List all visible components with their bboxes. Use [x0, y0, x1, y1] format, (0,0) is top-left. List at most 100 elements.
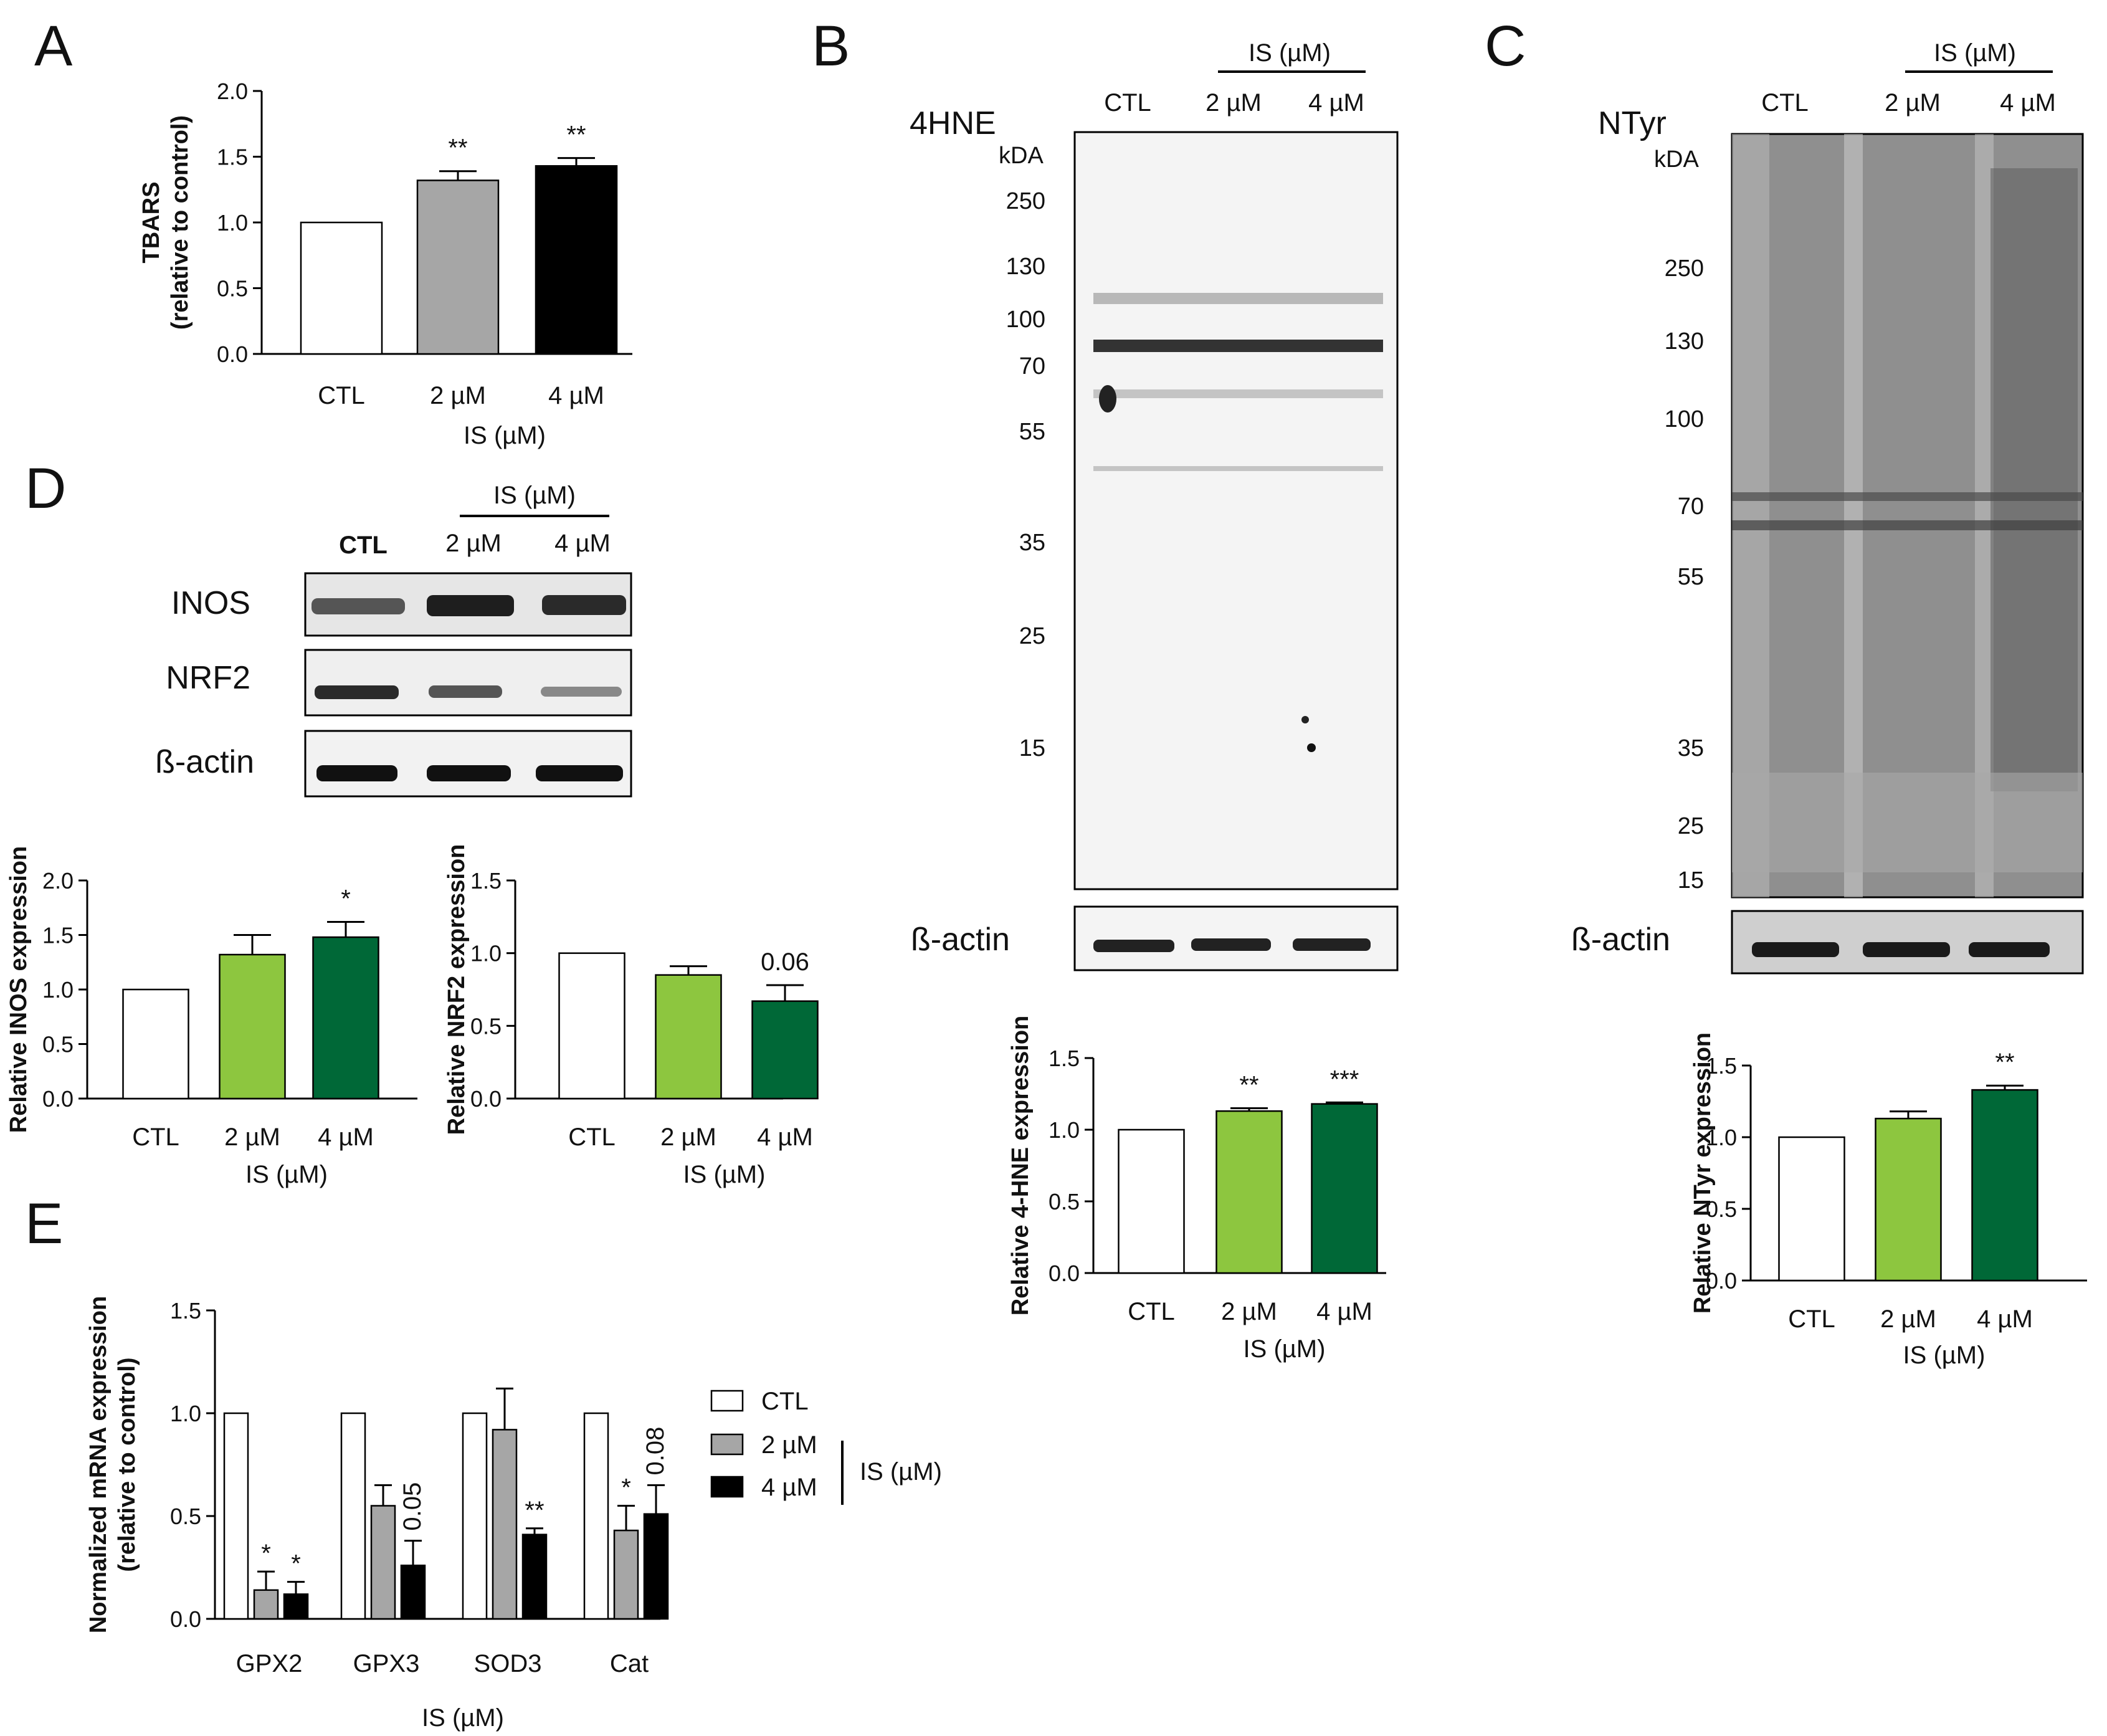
category-label: CTL [318, 382, 365, 409]
blot-c-header: IS (µM) [1934, 39, 2016, 67]
category-label: 2 µM [660, 1123, 716, 1151]
mw-marker: 130 [1006, 254, 1045, 280]
y-tick-label: 0.5 [470, 1013, 502, 1039]
bar [1778, 1136, 1845, 1282]
category-label: GPX3 [353, 1650, 420, 1677]
y-tick-label: 0.5 [1049, 1189, 1080, 1214]
x-axis-label: IS (µM) [422, 1704, 504, 1732]
panel-label-c: C [1485, 14, 1526, 78]
y-tick-label: 1.0 [1706, 1125, 1737, 1150]
category-label: 2 µM [224, 1123, 280, 1151]
blot-b-lane-4um: 4 µM [1308, 89, 1364, 117]
mw-marker: 15 [1678, 867, 1704, 894]
mw-marker: 35 [1678, 735, 1704, 761]
legend-swatch [710, 1433, 744, 1456]
blot-d-lane-4um: 4 µM [554, 530, 611, 557]
y-axis-label: (relative to control) [114, 1357, 140, 1571]
y-tick-label: 1.0 [470, 941, 502, 966]
blot-d-header: IS (µM) [493, 482, 576, 509]
bar [122, 988, 189, 1100]
blot-4hne: IS (µM) CTL 2 µM 4 µM 4HNE kDA 250 130 1… [910, 39, 1399, 971]
blot-inos-nrf2: IS (µM) CTL 2 µM 4 µM INOS NRF2 ß-actin [155, 482, 632, 798]
significance-label: ** [566, 122, 586, 149]
bar [492, 1429, 518, 1620]
y-axis-label: TBARS [138, 182, 164, 264]
y-tick-label: 0.5 [217, 276, 248, 302]
significance-label: 0.05 [399, 1482, 426, 1531]
blot-d-row-actin: ß-actin [155, 744, 254, 780]
category-label: 4 µM [1316, 1298, 1372, 1325]
legend-label: 2 µM [761, 1431, 817, 1459]
bar [340, 1412, 366, 1620]
y-tick-label: 0.0 [470, 1086, 502, 1112]
significance-label: ** [525, 1497, 544, 1524]
mw-marker: 25 [1019, 623, 1045, 649]
mw-marker: 250 [1665, 255, 1704, 282]
y-tick-label: 0.0 [1706, 1268, 1737, 1294]
blot-c-lane-2um: 2 µM [1885, 89, 1941, 117]
y-tick-label: 2.0 [42, 868, 74, 894]
legend-label: 4 µM [761, 1474, 817, 1501]
y-tick-label: 1.5 [42, 923, 74, 948]
mw-marker: 100 [1665, 406, 1704, 432]
blot-c-kda: kDA [1654, 146, 1699, 173]
significance-label: ** [1995, 1049, 2014, 1076]
category-label: 2 µM [1221, 1298, 1277, 1325]
bar [535, 165, 618, 355]
bar [643, 1513, 669, 1620]
bar [416, 179, 500, 355]
y-tick-label: 1.5 [1706, 1053, 1737, 1079]
significance-label: ** [1239, 1072, 1258, 1099]
y-axis-label: Normalized mRNA expression [85, 1296, 112, 1633]
y-tick-label: 0.0 [217, 341, 248, 367]
x-axis-label: IS (µM) [1244, 1335, 1326, 1363]
significance-label: * [291, 1550, 301, 1578]
y-tick-label: 1.5 [470, 868, 502, 894]
y-tick-label: 1.0 [217, 210, 248, 236]
bar [400, 1564, 426, 1620]
y-axis-label: Relative NRF2 expression [444, 844, 470, 1135]
bar [1875, 1117, 1942, 1282]
bar [1311, 1103, 1378, 1274]
significance-label: ** [448, 135, 467, 162]
blot-c-actin-label: ß-actin [1571, 922, 1670, 958]
mw-marker: 55 [1678, 564, 1704, 590]
bar [751, 1000, 819, 1100]
category-label: 2 µM [430, 382, 486, 409]
bar [219, 953, 286, 1100]
panel-label-d: D [25, 457, 66, 520]
category-label: Cat [610, 1650, 649, 1677]
category-label: CTL [1128, 1298, 1175, 1325]
x-axis-label: IS (µM) [464, 422, 546, 449]
y-tick-label: 1.0 [170, 1401, 201, 1426]
mw-marker: 100 [1006, 307, 1045, 333]
legend-group-label: IS (µM) [860, 1458, 942, 1486]
bar [223, 1412, 249, 1620]
y-tick-label: 0.0 [170, 1606, 201, 1632]
y-tick-label: 2.0 [217, 79, 248, 104]
y-axis-label: Relative INOS expression [6, 846, 32, 1133]
legend-swatch [710, 1476, 744, 1498]
bar [613, 1529, 639, 1620]
blot-d-row-nrf2: NRF2 [166, 660, 250, 696]
blot-b-actin-label: ß-actin [911, 922, 1010, 958]
significance-label: * [621, 1474, 631, 1502]
category-label: CTL [132, 1123, 179, 1151]
y-tick-label: 1.0 [42, 977, 74, 1003]
category-label: 4 µM [1977, 1305, 2033, 1333]
mw-marker: 25 [1678, 813, 1704, 839]
y-tick-label: 1.0 [1049, 1117, 1080, 1143]
blot-c-label: NTyr [1598, 105, 1667, 141]
blot-c-lane-4um: 4 µM [2000, 89, 2056, 117]
panel-label-b: B [812, 14, 850, 78]
bar [583, 1412, 609, 1620]
blot-c-lane-ctl: CTL [1761, 89, 1809, 117]
bar [253, 1589, 279, 1620]
x-axis-label: IS (µM) [683, 1161, 766, 1188]
significance-label: 0.06 [761, 948, 809, 976]
legend-swatch [710, 1390, 744, 1412]
category-label: 2 µM [1880, 1305, 1936, 1333]
panel-label-e: E [25, 1192, 63, 1256]
chart-4hne-expression: 0.0 0.5 1.0 1.5 Relative 4-HNE expression CTL… [1007, 1016, 1386, 1363]
